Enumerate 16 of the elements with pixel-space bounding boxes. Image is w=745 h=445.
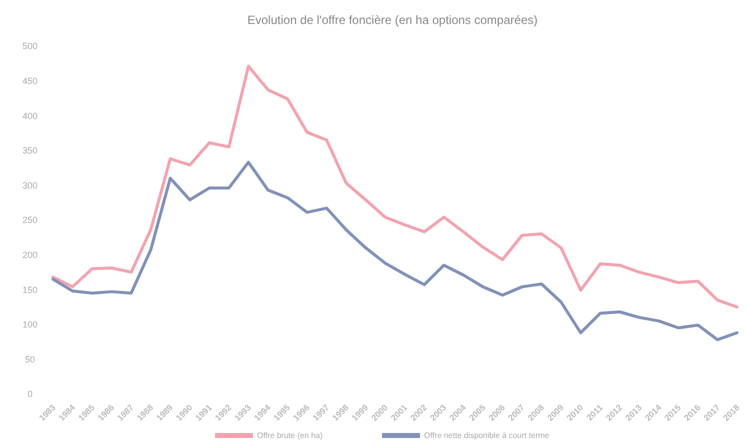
legend-label: Offre brute (en ha) xyxy=(257,430,323,440)
line-series xyxy=(52,64,738,308)
line-series xyxy=(52,160,738,342)
y-tick-label: 150 xyxy=(22,284,38,295)
y-tick-label: 500 xyxy=(22,41,38,52)
y-tick-label: 300 xyxy=(22,180,38,190)
legend-label: Offre nette disponible à court terme xyxy=(424,430,550,440)
y-tick-label: 200 xyxy=(22,250,38,260)
y-tick-label: 0 xyxy=(27,389,33,400)
y-tick-label: 400 xyxy=(22,110,38,121)
y-tick-label: 250 xyxy=(22,215,38,226)
y-tick-label: 450 xyxy=(22,76,38,86)
y-tick-label: 50 xyxy=(24,354,36,364)
chart-title: Evolution de l'offre foncière (en ha options comparées) xyxy=(247,13,538,27)
y-tick-label: 350 xyxy=(22,146,38,156)
y-tick-label: 100 xyxy=(22,320,38,330)
